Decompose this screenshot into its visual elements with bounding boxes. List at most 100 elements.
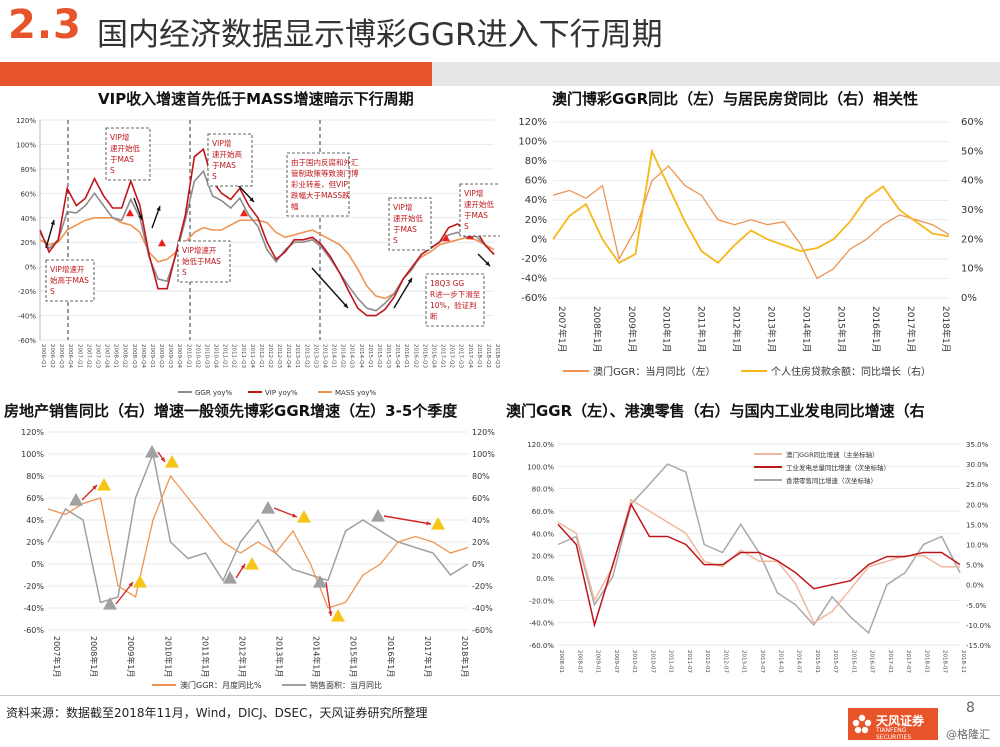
- chart-3-lead-marker-gray: [103, 597, 117, 610]
- chart-4-xtick: 2011-01: [668, 650, 674, 673]
- chart-4-series-ggr: [557, 498, 960, 624]
- chart-1-annotation: S: [110, 166, 115, 175]
- chart-2-series-housing-loan: [552, 148, 950, 264]
- slide-header: 2.3 国内经济数据显示博彩GGR进入下行周期: [0, 0, 1000, 58]
- chart-1-annotation: 始高于MAS: [50, 275, 89, 285]
- chart-1-annotation-box: [286, 152, 350, 217]
- chart-4-ytick-right: 0.0%: [966, 582, 984, 590]
- chart-1-annotation-box: [207, 133, 253, 187]
- chart-1-ytick: -60%: [18, 337, 36, 345]
- chart-3-ytick-left: 100%: [21, 450, 44, 459]
- chart-1-annotation: 于MAS: [212, 161, 236, 170]
- chart-3-ytick-right: 40%: [472, 516, 490, 525]
- logo-name: 天风证券: [876, 714, 925, 728]
- chart-3-lead-marker-gray: [223, 571, 237, 584]
- chart-4-ytick-right: 10.0%: [966, 542, 989, 550]
- chart-2-xtick: 2007年1月: [556, 306, 568, 353]
- chart-1-annotation-box: [105, 127, 151, 181]
- chart-4-ytick-left: 60.0%: [532, 508, 555, 516]
- header-bar-accent: [0, 62, 432, 86]
- chart-1-ytick: 0%: [25, 264, 36, 272]
- chart-2-xtick: 2013年1月: [765, 306, 777, 353]
- chart-1-ytick: 80%: [20, 166, 36, 174]
- chart-3-xtick: 2012年1月: [237, 636, 247, 677]
- chart-4-xtick: 2017-01: [887, 650, 893, 673]
- chart-3-lead-arrow-head: [92, 485, 97, 490]
- chart-1-xtick: 2010-Q3: [203, 344, 209, 369]
- watermark: @格隆汇: [946, 728, 990, 741]
- chart-2-ytick-left: -20%: [521, 254, 547, 265]
- chart-3-lead-arrow-head: [426, 521, 431, 526]
- chart-3-lead-marker-gray: [261, 501, 275, 514]
- chart-4-svg: 120.0% 100.0% 80.0% 60.0% 40.0% 20.0% 0.0% -20.…: [527, 441, 991, 673]
- chart-1-ytick: 60%: [20, 190, 36, 198]
- chart-3-xtick: 2015年1月: [349, 636, 359, 677]
- chart-3-ytick-left: -40%: [23, 604, 44, 613]
- chart-2-ytick-right: 30%: [961, 205, 983, 216]
- chart-3-lead-arrow: [325, 581, 332, 617]
- chart-2-ytick-right: 60%: [961, 117, 983, 128]
- chart-1-xtick: 2017-Q1: [440, 344, 446, 368]
- chart-1-xtick: 2007-Q1: [76, 344, 82, 368]
- chart-4-xtick: 2008-07: [576, 650, 582, 673]
- chart-3-lead-marker-gray: [313, 575, 327, 588]
- chart-4-xtick: 2011-07: [686, 650, 692, 673]
- chart-4-legend-label: 澳门GGR同比增速（主坐标轴）: [786, 450, 879, 459]
- chart-3-ytick-left: -60%: [23, 626, 44, 635]
- chart-1-xtick: 2012-Q3: [276, 344, 282, 369]
- chart-1-annotation: 10%，验证判: [430, 300, 477, 310]
- chart-4-xtick: 2018-01: [923, 650, 929, 673]
- chart-3-lead-arrow: [383, 515, 432, 525]
- chart-2-ytick-right: 50%: [961, 146, 983, 157]
- chart-4-xtick: 2018-11: [960, 650, 966, 673]
- chart-3-lead-marker-gray: [69, 493, 83, 506]
- chart-4-ytick-left: -40.0%: [529, 620, 554, 628]
- chart-1-xtick: 2006-Q2: [49, 344, 55, 368]
- chart-1-annotation: S: [182, 268, 187, 277]
- chart-3-xtick: 2008年1月: [89, 636, 99, 677]
- chart-1-annotation: 18Q3 GG: [430, 279, 464, 288]
- chart-1-xtick: 2009-Q2: [158, 344, 164, 368]
- chart-4-xtick: 2012-07: [722, 650, 728, 673]
- chart-3-lead-arrow-head: [240, 564, 245, 569]
- chart-3-ytick-left: 0%: [31, 560, 44, 569]
- chart-4-series-power: [557, 502, 961, 628]
- chart-3-xtick: 2007年1月: [52, 636, 62, 677]
- chart-1-annotation: 管制政策等致澳门博: [291, 168, 359, 178]
- chart-3-lead-marker-gray: [371, 509, 385, 522]
- chart-panel-4: 澳门GGR（左）、港澳零售（右）与国内工业发电同比增速（右 120.0% 100.…: [506, 400, 1000, 695]
- chart-1-annotation: 跌幅大于MASS跌: [291, 190, 350, 200]
- chart-3-ytick-right: 80%: [472, 472, 490, 481]
- chart-1-trend-arrow-head: [485, 261, 490, 266]
- chart-1-annotation: R进一步下滑至: [430, 289, 481, 299]
- chart-1-xtick: 2016-Q4: [430, 344, 436, 369]
- chart-3-lag-marker-yellow: [431, 517, 445, 530]
- chart-panel-3: 房地产销售同比（右）增速一般领先博彩GGR增速（左）3-5个季度 120% 100…: [0, 400, 500, 695]
- chart-2-ytick-left: 40%: [525, 195, 547, 206]
- chart-1-xtick: 2006-Q4: [67, 344, 73, 369]
- chart-3-series-ggr: [47, 474, 469, 609]
- chart-2-xtick: 2015年1月: [835, 306, 847, 353]
- chart-4-ytick-left: 40.0%: [532, 530, 555, 538]
- chart-1-series-vip: [39, 147, 495, 317]
- chart-3-xtick: 2013年1月: [275, 636, 285, 677]
- chart-1-annotation: VIP增: [393, 202, 412, 212]
- chart-3-legend-label: 澳门GGR：月度同比%: [180, 680, 262, 690]
- slide-title: 国内经济数据显示博彩GGR进入下行周期: [97, 17, 663, 53]
- chart-1-title: VIP收入增速首先低于MASS增速暗示下行周期: [98, 90, 414, 108]
- chart-2-series-ggr: [552, 165, 950, 280]
- chart-1-trend-arrow: [45, 219, 55, 249]
- chart-1-annotation: 于MAS: [464, 211, 488, 220]
- chart-3-lag-marker-yellow: [133, 575, 147, 588]
- chart-1-crossover-marker: [158, 239, 166, 247]
- chart-1-trend-arrow-head: [50, 220, 55, 225]
- chart-3-xtick: 2017年1月: [423, 636, 433, 677]
- chart-3-title: 房地产销售同比（右）增速一般领先博彩GGR增速（左）3-5个季度: [4, 402, 458, 420]
- chart-3-ytick-left: -20%: [23, 582, 44, 591]
- chart-1-xtick: 2012-Q4: [285, 344, 291, 369]
- chart-1-trend-arrow-head: [249, 197, 254, 202]
- logo-sub: TIANFENG SECURITIES: [876, 727, 912, 741]
- chart-2-xtick: 2016年1月: [870, 306, 882, 353]
- chart-1-xtick: 2010-Q2: [194, 344, 200, 368]
- chart-1-annotation-box: [177, 240, 231, 283]
